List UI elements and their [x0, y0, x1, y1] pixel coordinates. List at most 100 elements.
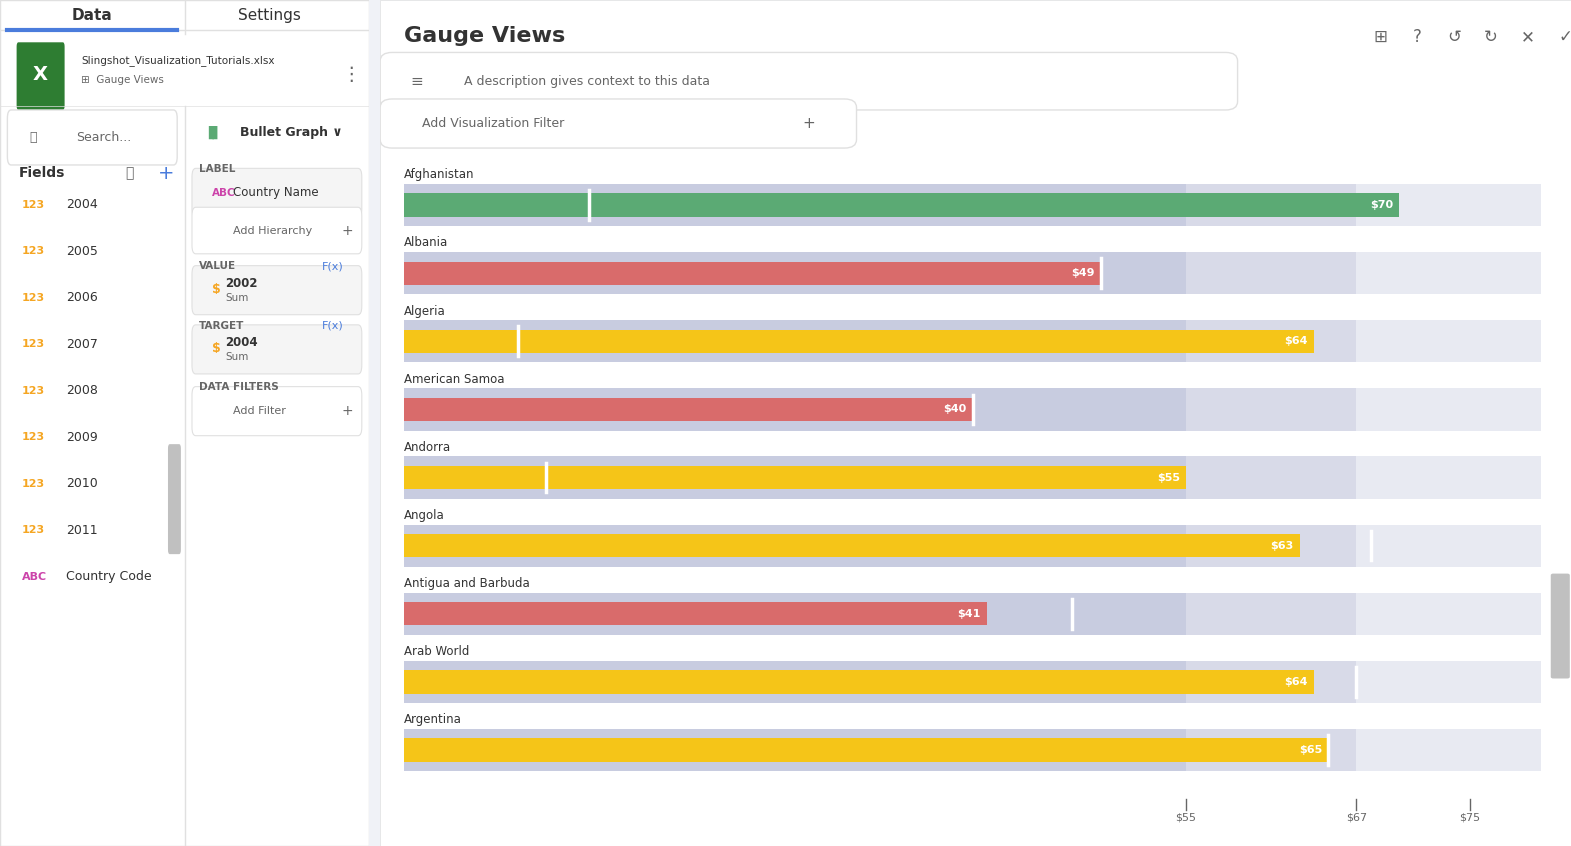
- Text: $64: $64: [1285, 336, 1307, 346]
- Bar: [1186, 388, 1356, 431]
- Text: 123: 123: [22, 479, 46, 489]
- Bar: [404, 661, 1186, 703]
- FancyBboxPatch shape: [380, 52, 1238, 110]
- Text: ↺: ↺: [1447, 28, 1461, 47]
- Text: ABC: ABC: [212, 188, 236, 198]
- Text: 2010: 2010: [66, 477, 99, 491]
- FancyBboxPatch shape: [8, 110, 178, 165]
- Bar: [404, 593, 1186, 634]
- Text: X: X: [33, 65, 49, 84]
- Bar: [404, 398, 972, 421]
- FancyBboxPatch shape: [17, 42, 64, 110]
- Text: Angola: Angola: [404, 509, 445, 522]
- Bar: [1186, 525, 1356, 567]
- Bar: [404, 194, 1400, 217]
- Text: Argentina: Argentina: [404, 713, 462, 727]
- Text: 🧠: 🧠: [126, 167, 134, 180]
- Text: Settings: Settings: [239, 8, 302, 23]
- Text: 2004: 2004: [66, 198, 99, 212]
- Bar: [1186, 320, 1356, 362]
- Bar: [404, 525, 1186, 567]
- Text: ✕: ✕: [1521, 28, 1535, 47]
- Text: 🔍: 🔍: [30, 131, 38, 145]
- Bar: [1186, 184, 1356, 226]
- Bar: [1356, 661, 1541, 703]
- FancyBboxPatch shape: [192, 168, 361, 217]
- Text: $41: $41: [957, 609, 980, 618]
- Text: 123: 123: [22, 293, 46, 303]
- Text: Sum: Sum: [225, 352, 248, 362]
- Bar: [1356, 184, 1541, 226]
- Text: Search...: Search...: [75, 131, 130, 145]
- Text: +: +: [341, 224, 353, 238]
- Text: Add Filter: Add Filter: [233, 406, 286, 416]
- Text: F(x): F(x): [322, 321, 344, 331]
- Bar: [404, 388, 1186, 431]
- Bar: [1356, 525, 1541, 567]
- Text: Sum: Sum: [225, 293, 248, 303]
- Bar: [404, 729, 1186, 772]
- Bar: [404, 252, 1186, 294]
- FancyBboxPatch shape: [168, 444, 181, 554]
- FancyBboxPatch shape: [1551, 574, 1569, 678]
- Text: 123: 123: [22, 525, 46, 536]
- Bar: [404, 670, 1313, 694]
- Text: ≡: ≡: [410, 74, 423, 89]
- Text: Algeria: Algeria: [404, 305, 446, 317]
- Text: $75: $75: [1459, 812, 1481, 822]
- Text: Arab World: Arab World: [404, 645, 470, 658]
- Bar: [1356, 320, 1541, 362]
- Text: $67: $67: [1346, 812, 1367, 822]
- Text: Antigua and Barbuda: Antigua and Barbuda: [404, 577, 529, 591]
- Bar: [1356, 388, 1541, 431]
- Text: Afghanistan: Afghanistan: [404, 168, 474, 181]
- Text: Gauge Views: Gauge Views: [404, 25, 566, 46]
- Text: $70: $70: [1370, 200, 1393, 210]
- Bar: [1186, 456, 1356, 498]
- FancyBboxPatch shape: [192, 325, 361, 374]
- Bar: [404, 320, 1186, 362]
- Text: 123: 123: [22, 200, 46, 210]
- FancyBboxPatch shape: [192, 207, 361, 254]
- Text: Country Code: Country Code: [66, 570, 152, 584]
- Text: 2008: 2008: [66, 384, 99, 398]
- Text: $63: $63: [1271, 541, 1293, 551]
- Text: Data: Data: [72, 8, 113, 23]
- Text: 2006: 2006: [66, 291, 99, 305]
- FancyBboxPatch shape: [380, 99, 856, 148]
- Text: 2002: 2002: [225, 277, 258, 290]
- Text: DATA FILTERS: DATA FILTERS: [200, 382, 280, 393]
- Text: F(x): F(x): [322, 261, 344, 272]
- Text: ?: ?: [1412, 28, 1422, 47]
- Bar: [404, 184, 1186, 226]
- Text: Add Hierarchy: Add Hierarchy: [233, 226, 311, 236]
- Text: $55: $55: [1175, 812, 1197, 822]
- Bar: [1186, 593, 1356, 634]
- Bar: [1356, 593, 1541, 634]
- Text: 2005: 2005: [66, 244, 99, 258]
- Bar: [1186, 252, 1356, 294]
- Text: +: +: [803, 116, 815, 131]
- Text: 2009: 2009: [66, 431, 99, 444]
- FancyBboxPatch shape: [192, 266, 361, 315]
- Bar: [404, 739, 1327, 761]
- Text: ⋮: ⋮: [341, 65, 360, 84]
- Bar: [1356, 456, 1541, 498]
- Text: 123: 123: [22, 432, 46, 442]
- Text: Bullet Graph ∨: Bullet Graph ∨: [240, 126, 342, 140]
- FancyBboxPatch shape: [192, 387, 361, 436]
- Text: 123: 123: [22, 386, 46, 396]
- Text: ↻: ↻: [1485, 28, 1499, 47]
- Text: ⊞  Gauge Views: ⊞ Gauge Views: [82, 75, 163, 85]
- Text: TARGET: TARGET: [200, 321, 245, 331]
- Text: 2011: 2011: [66, 524, 97, 537]
- Text: ▐▌: ▐▌: [203, 126, 223, 140]
- Text: 2004: 2004: [225, 336, 258, 349]
- FancyBboxPatch shape: [0, 0, 369, 846]
- Text: ✓: ✓: [1558, 28, 1571, 47]
- Text: Andorra: Andorra: [404, 441, 451, 453]
- Text: +: +: [341, 404, 353, 418]
- Bar: [404, 534, 1299, 558]
- Bar: [1356, 729, 1541, 772]
- Bar: [1356, 252, 1541, 294]
